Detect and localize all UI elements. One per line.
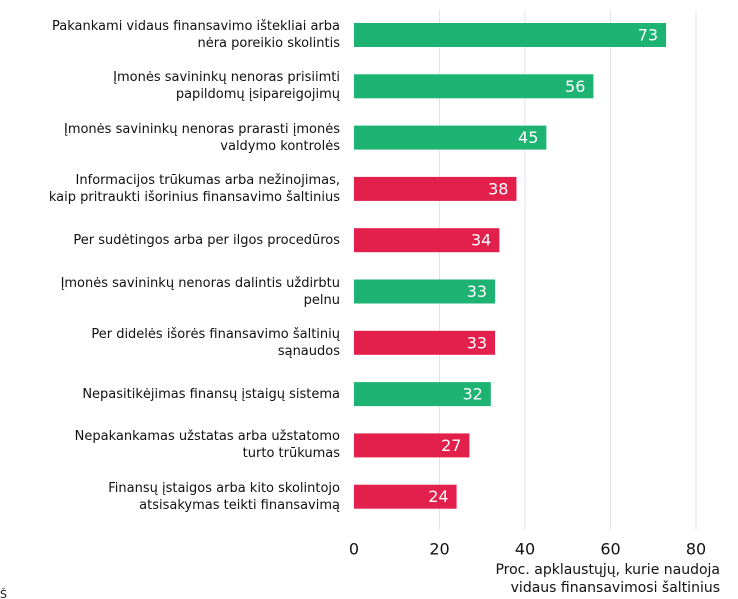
value-label: 38: [488, 179, 508, 198]
y-tick-label: Pakankami vidaus finansavimo ištekliai a…: [52, 19, 340, 51]
bar: [354, 433, 470, 458]
x-tick-label: 20: [429, 540, 449, 559]
y-tick-label: Informacijos trūkumas arba nežinojimas, …: [48, 172, 340, 205]
bar: [354, 125, 547, 150]
bar: [354, 279, 496, 304]
bar: [354, 176, 517, 201]
x-tick-label: 60: [600, 540, 620, 559]
y-tick-label: Per didelės išorės finansavimo šaltinių …: [91, 326, 340, 359]
y-tick-label: Įmonės savininkų nenoras dalintis uždirb…: [60, 275, 340, 308]
x-tick-label: 80: [686, 540, 706, 559]
value-label: 45: [518, 128, 538, 147]
value-label: 56: [565, 77, 585, 96]
value-label: 33: [467, 333, 487, 352]
value-label: 73: [638, 26, 658, 45]
bar: [354, 330, 496, 355]
y-tick-label: Finansų įstaigos arba kito skolintojo at…: [108, 480, 340, 513]
y-tick-label: Per sudėtingos arba per ilgos procedūros: [73, 232, 340, 248]
y-tick-label: Nepasitikėjimas finansų įstaigų sistema: [82, 386, 340, 402]
note: Š: [0, 588, 7, 599]
bar: [354, 382, 491, 407]
bar: [354, 228, 500, 253]
y-tick-label: Nepakankamas užstatas arba užstatomo tur…: [74, 429, 340, 462]
value-label: 32: [462, 385, 482, 404]
bar: [354, 74, 594, 99]
bar: [354, 23, 667, 47]
y-tick-label: Įmonės savininkų nenoras prarasti įmonės…: [63, 121, 340, 154]
value-label: 24: [428, 487, 448, 506]
value-label: 33: [467, 282, 487, 301]
value-label: 27: [441, 436, 461, 455]
x-tick-label: 0: [349, 540, 359, 559]
x-axis-label: Proc. apklaustųjų, kurie naudoja vidaus …: [495, 562, 720, 596]
y-tick-label: Įmonės savininkų nenoras prisiimti papil…: [113, 70, 340, 103]
bar: [354, 484, 457, 509]
value-label: 34: [471, 231, 491, 250]
x-tick-label: 40: [515, 540, 535, 559]
